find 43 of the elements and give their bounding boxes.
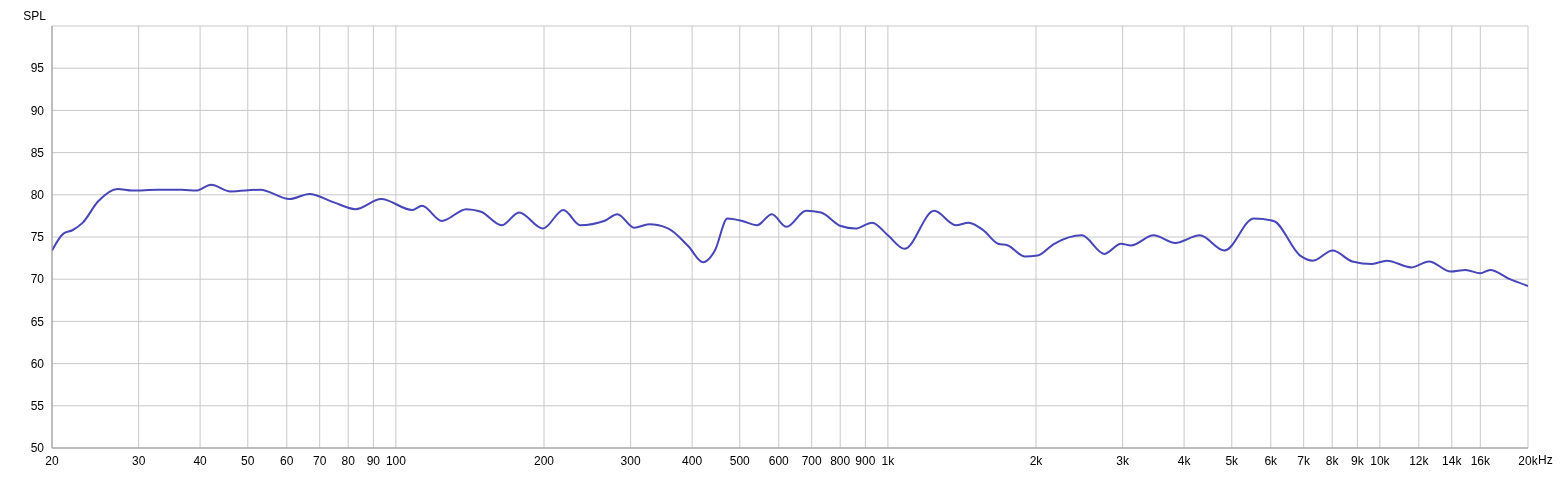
x-tick-label: 2k — [1029, 453, 1044, 468]
x-tick-label: 5k — [1225, 453, 1240, 468]
x-tick-label: 20 — [45, 453, 59, 468]
x-tick-label: 4k — [1177, 453, 1192, 468]
y-tick-label: 55 — [30, 399, 45, 414]
y-tick-label: 65 — [30, 314, 45, 329]
x-tick-label: 1k — [881, 453, 896, 468]
x-tick-label: 90 — [366, 453, 381, 468]
y-tick-label: 85 — [30, 145, 45, 160]
x-tick-label: 80 — [341, 453, 356, 468]
x-tick-label: 700 — [801, 453, 823, 468]
x-tick-label: 10k — [1370, 453, 1391, 468]
x-tick-label: 60 — [280, 453, 294, 468]
x-tick-label: 800 — [830, 453, 851, 468]
x-tick-label: 16k — [1470, 453, 1491, 468]
x-tick-label: 300 — [620, 453, 641, 468]
y-tick-label: 95 — [30, 61, 45, 76]
y-axis-title: SPL — [23, 9, 47, 23]
x-tick-label: 50 — [241, 453, 255, 468]
y-tick-label: 50 — [30, 441, 45, 456]
y-tick-label: 70 — [30, 272, 45, 287]
x-tick-label: 7k — [1297, 453, 1312, 468]
x-tick-label: 8k — [1325, 453, 1340, 468]
x-tick-label: 30 — [131, 453, 146, 468]
y-tick-label: 90 — [30, 103, 45, 118]
y-tick-label: 60 — [30, 356, 45, 371]
x-tick-label: 3k — [1116, 453, 1130, 468]
x-tick-label: 600 — [768, 453, 790, 468]
x-tick-label: 200 — [533, 453, 555, 468]
x-tick-label: 900 — [855, 453, 876, 468]
y-tick-label: 75 — [30, 230, 45, 245]
x-tick-label: 12k — [1409, 453, 1430, 468]
x-axis-title: Hz — [1538, 453, 1553, 467]
x-tick-label: 9k — [1351, 453, 1365, 468]
x-tick-label: 20k — [1518, 453, 1539, 468]
x-tick-label: 400 — [682, 453, 703, 468]
x-tick-label: 14k — [1442, 453, 1463, 468]
x-tick-label: 40 — [193, 453, 208, 468]
x-tick-label: 70 — [313, 453, 327, 468]
x-tick-label: 500 — [729, 453, 751, 468]
y-tick-label: 80 — [30, 188, 45, 203]
x-tick-label: 6k — [1264, 453, 1279, 468]
x-tick-label: 100 — [385, 453, 407, 468]
